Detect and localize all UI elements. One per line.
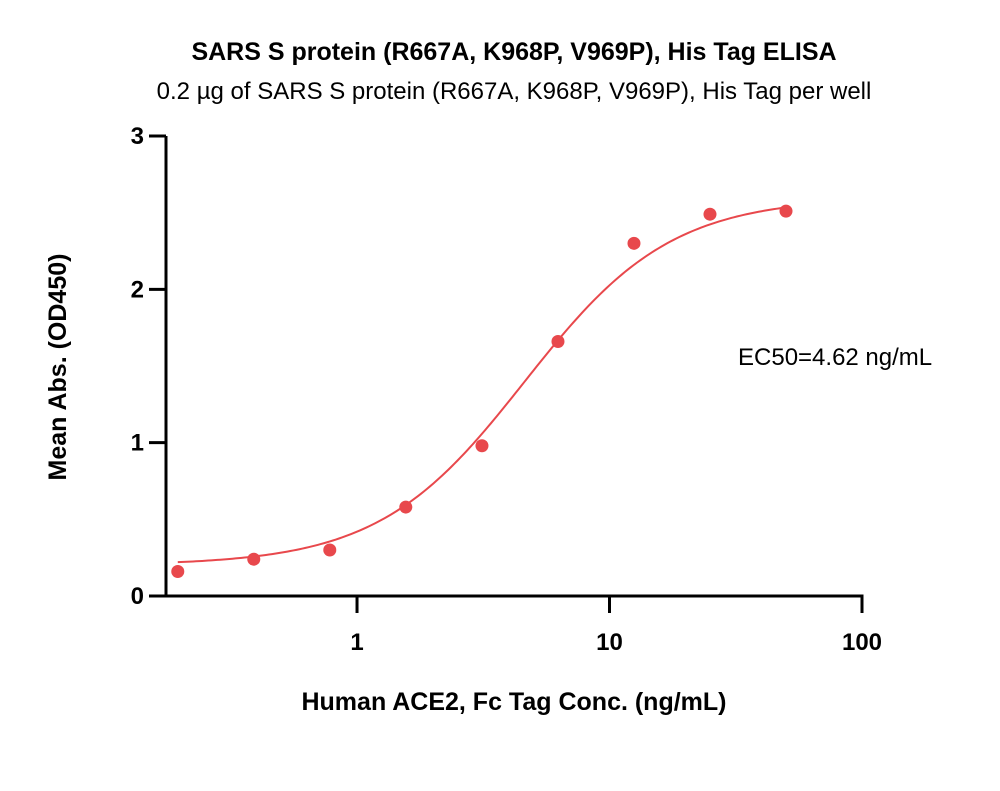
data-points-layer [171, 204, 793, 578]
y-tick-label: 1 [131, 430, 144, 457]
fit-curve [177, 206, 787, 564]
chart-title: SARS S protein (R667A, K968P, V969P), Hi… [191, 38, 836, 66]
data-point [247, 552, 261, 566]
data-point [323, 543, 337, 557]
data-point [399, 500, 413, 514]
data-point [171, 564, 185, 578]
x-tick-label: 10 [596, 629, 623, 656]
chart-subtitle: 0.2 µg of SARS S protein (R667A, K968P, … [157, 78, 872, 105]
data-point [779, 204, 793, 218]
data-point [627, 236, 641, 250]
y-tick-label: 3 [131, 123, 144, 150]
x-tick-label: 1 [350, 629, 363, 656]
x-axis-label: Human ACE2, Fc Tag Conc. (ng/mL) [301, 688, 726, 716]
y-tick-label: 2 [131, 276, 144, 303]
ec50-annotation: EC50=4.62 ng/mL [738, 344, 932, 371]
y-axis-label: Mean Abs. (OD450) [44, 254, 72, 481]
data-point [551, 334, 565, 348]
data-point [703, 207, 717, 221]
x-tick-label: 100 [842, 629, 882, 656]
y-tick-label: 0 [131, 583, 144, 610]
fit-curve-layer [177, 206, 787, 564]
axes: 0 1 2 3 1 10 100 [131, 123, 882, 656]
data-point [475, 439, 489, 453]
